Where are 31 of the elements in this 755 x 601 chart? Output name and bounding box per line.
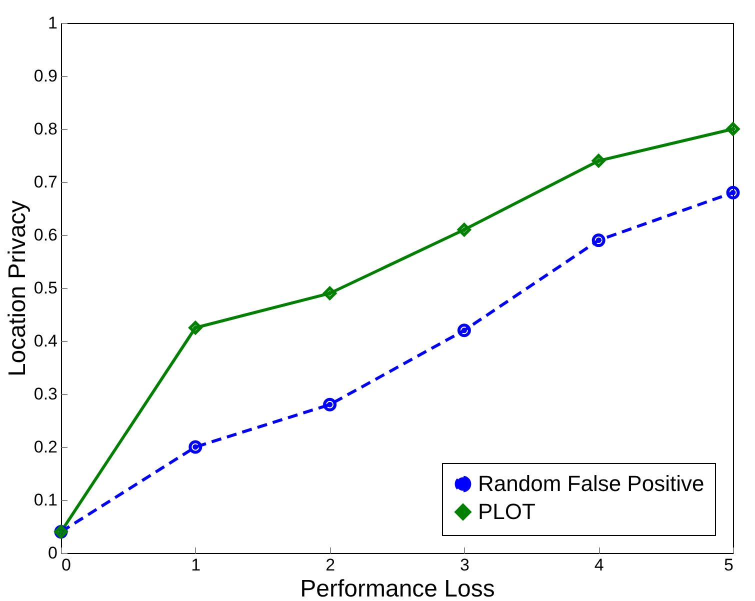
x-tick-label: 4 xyxy=(594,556,604,574)
x-tick-label: 3 xyxy=(460,556,470,574)
point xyxy=(323,286,337,300)
y-tick-label: 0.8 xyxy=(34,120,58,138)
x-tick-label: 0 xyxy=(62,556,71,574)
y-tick-label: 0.7 xyxy=(34,172,58,192)
y-tick-label: 0.4 xyxy=(34,332,58,350)
y-tick-label: 1 xyxy=(48,14,58,32)
y-tick-label: 0.6 xyxy=(34,226,58,244)
point xyxy=(188,440,202,454)
y-axis-title: Location Privacy xyxy=(4,200,31,377)
y-tick-label: 0.5 xyxy=(34,278,58,298)
x-tick-label: 5 xyxy=(724,556,734,574)
x-axis-title: Performance Loss xyxy=(300,576,495,601)
point xyxy=(188,321,202,334)
point xyxy=(726,186,740,200)
point xyxy=(323,398,337,412)
y-tick-label: 0.3 xyxy=(34,384,58,404)
y-tick-label: 0.2 xyxy=(34,438,58,456)
point xyxy=(457,324,471,338)
y-tick-label: 0.1 xyxy=(34,490,58,510)
point xyxy=(592,154,606,168)
legend-label: Random False Positive xyxy=(478,471,704,496)
point xyxy=(726,122,740,136)
x-tick-label: 2 xyxy=(326,556,336,574)
y-tick-label: 0 xyxy=(48,544,58,562)
x-tick-label: 1 xyxy=(191,556,201,574)
point xyxy=(457,222,471,236)
point xyxy=(592,234,606,248)
legend-label: PLOT xyxy=(478,499,536,524)
y-tick-label: 0.9 xyxy=(34,66,58,86)
